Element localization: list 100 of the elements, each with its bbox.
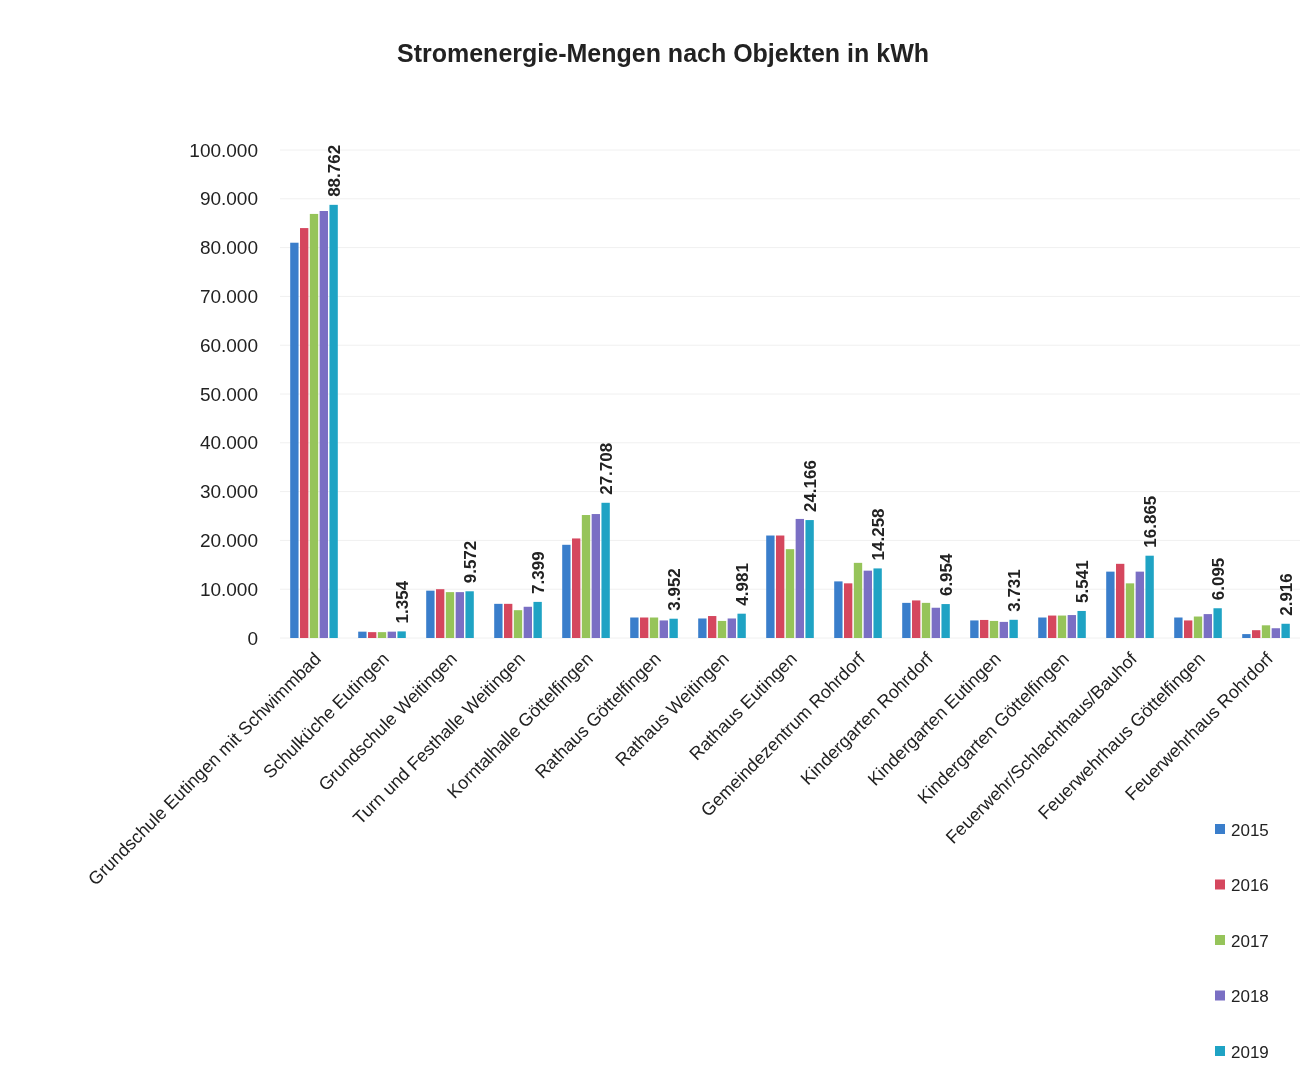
bar [368, 632, 377, 638]
data-label: 3.731 [1004, 569, 1024, 612]
data-label: 16.865 [1140, 495, 1160, 548]
bar [980, 619, 989, 638]
bar [708, 616, 717, 638]
data-label: 2.916 [1276, 573, 1296, 616]
y-tick-label: 0 [247, 627, 258, 649]
y-tick-label: 20.000 [199, 530, 258, 552]
y-tick-label: 90.000 [199, 188, 258, 210]
bar [436, 589, 445, 638]
data-label: 14.258 [868, 508, 888, 561]
bar [921, 602, 931, 638]
bar [1281, 623, 1290, 638]
bar [1193, 616, 1203, 638]
y-tick-label: 80.000 [199, 237, 258, 259]
bar [494, 603, 503, 638]
bar [455, 592, 464, 638]
legend-label: 2016 [1231, 876, 1269, 896]
bar [309, 213, 319, 638]
data-label: 27.708 [596, 442, 616, 495]
legend-label: 2018 [1231, 987, 1269, 1007]
bar [1135, 571, 1144, 638]
y-tick-label: 10.000 [199, 578, 258, 600]
y-tick-label: 50.000 [199, 383, 258, 405]
bar [1213, 608, 1222, 638]
bar [785, 549, 795, 638]
bar [805, 520, 814, 638]
bar [834, 581, 843, 638]
bar [319, 211, 328, 638]
bar [970, 620, 979, 638]
bar [1203, 614, 1212, 638]
bar [1174, 617, 1183, 638]
bar [912, 600, 921, 638]
bar [999, 621, 1008, 638]
bar [387, 631, 396, 638]
data-label: 6.954 [936, 552, 956, 597]
bar [1145, 555, 1154, 638]
bar [581, 515, 591, 638]
bar [465, 591, 474, 638]
bar [523, 606, 532, 638]
bar [513, 610, 523, 638]
bar [795, 518, 804, 638]
bar [358, 631, 367, 638]
bar [397, 631, 406, 638]
data-label: 4.981 [732, 563, 752, 606]
bar [727, 618, 736, 638]
y-tick-label: 100.000 [189, 139, 258, 161]
bar [902, 602, 911, 638]
bar [766, 535, 775, 638]
bar [1271, 628, 1280, 638]
bar [853, 562, 863, 638]
bar [329, 204, 338, 638]
bar [533, 601, 542, 638]
bar [601, 502, 610, 638]
bar [941, 604, 950, 638]
bar [300, 228, 309, 638]
y-tick-label: 40.000 [199, 432, 258, 454]
bar [717, 620, 727, 638]
bar [630, 617, 639, 638]
bar [873, 568, 882, 638]
bar [649, 617, 659, 638]
data-label: 88.762 [324, 144, 344, 197]
bar [931, 607, 940, 638]
bar [1116, 563, 1125, 638]
bar [591, 514, 600, 638]
data-label: 6.095 [1208, 557, 1228, 601]
bar [1057, 615, 1067, 638]
bar [1077, 610, 1086, 638]
y-tick-label: 70.000 [199, 286, 258, 308]
bar [377, 632, 387, 638]
bar [1106, 571, 1115, 638]
bar [737, 613, 746, 638]
bar [640, 617, 649, 638]
legend-label: 2017 [1231, 931, 1269, 951]
legend-label: 2019 [1231, 1042, 1269, 1062]
bar [1038, 617, 1047, 638]
bar [1252, 630, 1261, 638]
data-label: 5.541 [1072, 560, 1092, 603]
bar [863, 570, 872, 638]
bar [426, 590, 435, 638]
y-tick-label: 60.000 [199, 334, 258, 356]
bar [290, 242, 299, 638]
data-label: 1.354 [392, 580, 412, 624]
bar [445, 592, 455, 638]
bar [1009, 619, 1018, 638]
bar [504, 603, 513, 638]
y-tick-label: 30.000 [199, 481, 258, 503]
bar [844, 583, 853, 638]
bar [1261, 625, 1271, 638]
bar [698, 618, 707, 638]
data-label: 24.166 [800, 460, 820, 513]
bar [1067, 615, 1076, 638]
chart-title: Stromenergie-Mengen nach Objekten in kWh [396, 39, 930, 67]
data-label: 7.399 [528, 551, 548, 594]
bar [776, 535, 785, 638]
bar [572, 538, 581, 638]
bar [669, 618, 678, 638]
legend-label: 2015 [1231, 820, 1269, 840]
bar [562, 544, 571, 638]
bar [1125, 583, 1135, 638]
